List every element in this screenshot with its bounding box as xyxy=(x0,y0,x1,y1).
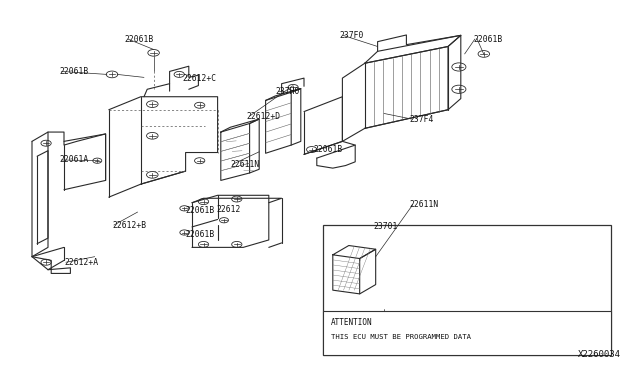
Text: 22061A: 22061A xyxy=(60,155,89,164)
Text: 22061B: 22061B xyxy=(474,35,503,44)
Text: ATTENTION: ATTENTION xyxy=(331,318,372,327)
Text: 22612+D: 22612+D xyxy=(246,112,280,121)
Text: 22611N: 22611N xyxy=(410,200,439,209)
Text: 22611N: 22611N xyxy=(230,160,260,169)
Text: THIS ECU MUST BE PROGRAMMED DATA: THIS ECU MUST BE PROGRAMMED DATA xyxy=(331,334,471,340)
Text: 23701: 23701 xyxy=(373,222,397,231)
Text: 237F0: 237F0 xyxy=(339,31,364,40)
Text: 22061B: 22061B xyxy=(186,206,215,215)
Text: 22061B: 22061B xyxy=(186,230,215,239)
Text: 237F4: 237F4 xyxy=(410,115,434,124)
Text: 22612+A: 22612+A xyxy=(64,258,98,267)
Text: 22612+C: 22612+C xyxy=(182,74,216,83)
Bar xyxy=(323,225,611,355)
Bar xyxy=(323,311,611,355)
Text: X2260034: X2260034 xyxy=(578,350,621,359)
Text: 22612+B: 22612+B xyxy=(112,221,146,230)
Text: 22061B: 22061B xyxy=(125,35,154,44)
Text: 22612: 22612 xyxy=(216,205,241,214)
Text: 237H0: 237H0 xyxy=(275,87,300,96)
Text: 22061B: 22061B xyxy=(314,145,343,154)
Text: 22061B: 22061B xyxy=(60,67,89,76)
